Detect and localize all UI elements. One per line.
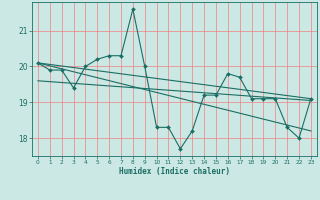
- X-axis label: Humidex (Indice chaleur): Humidex (Indice chaleur): [119, 167, 230, 176]
